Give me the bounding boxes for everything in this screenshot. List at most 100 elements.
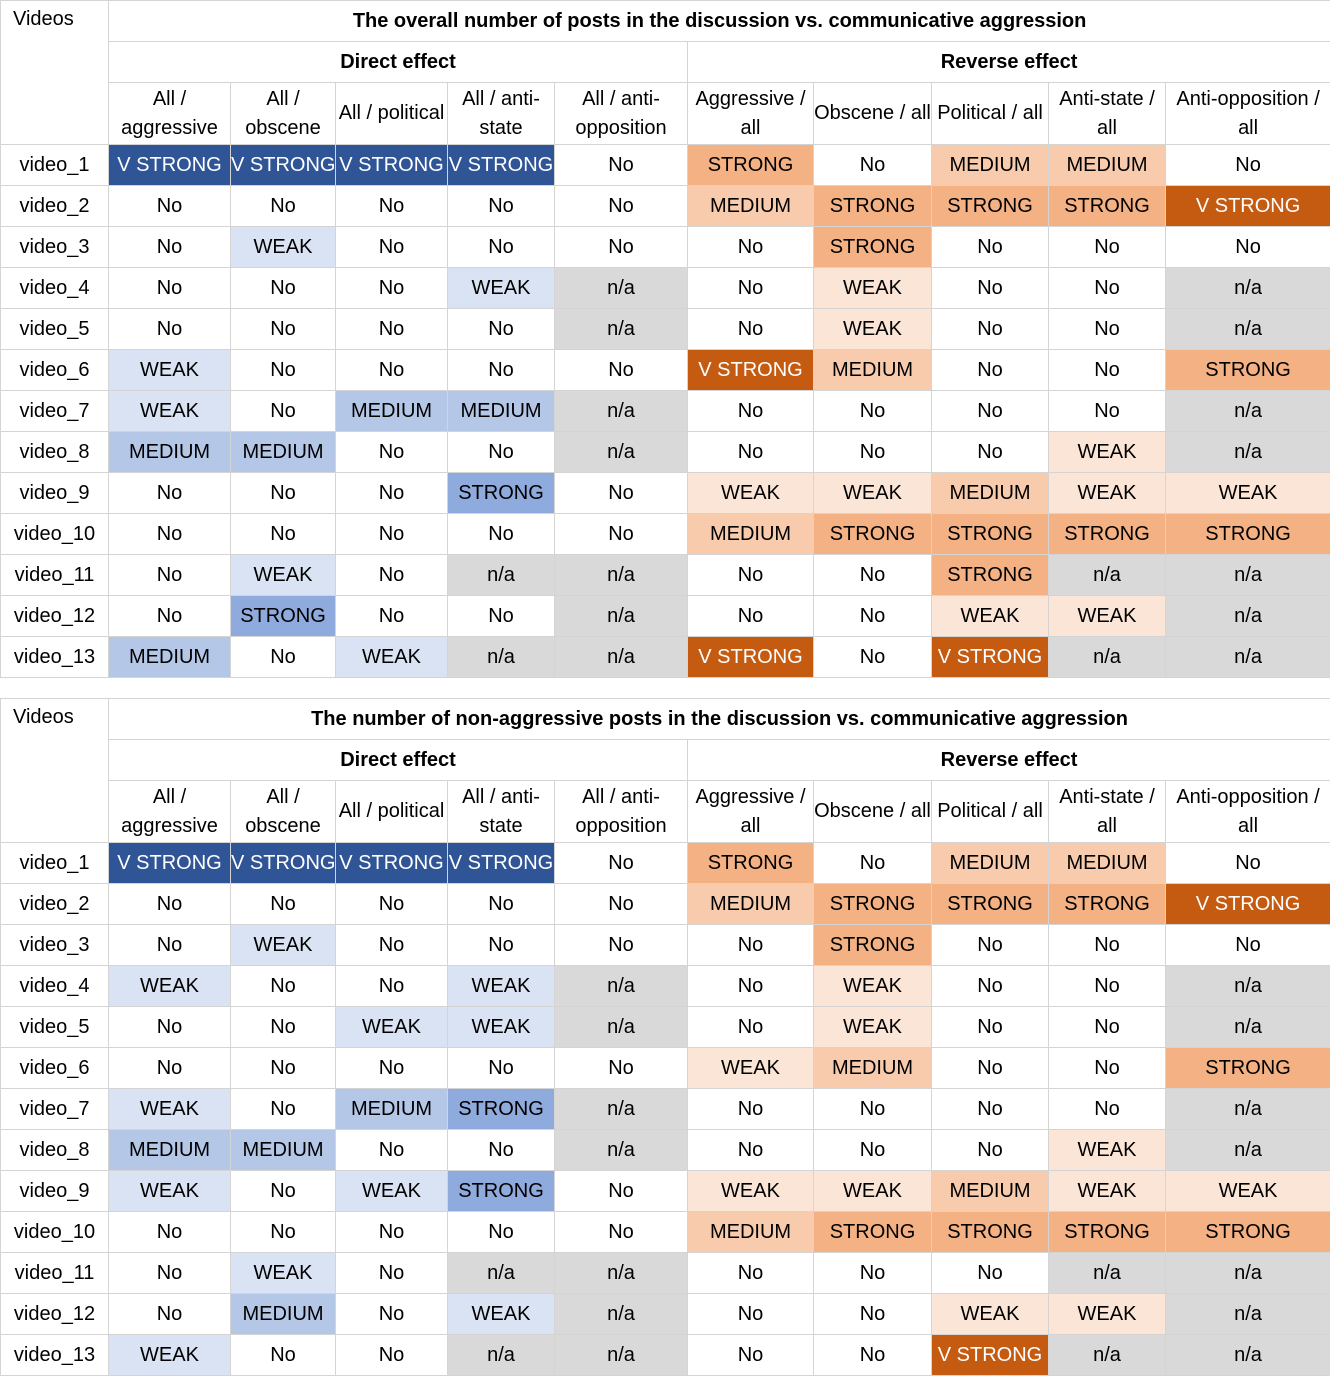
- effect-cell: No: [931, 390, 1049, 432]
- effect-cell: WEAK: [1048, 595, 1166, 637]
- effect-cell: n/a: [554, 1006, 688, 1048]
- effect-cell: STRONG: [447, 1170, 555, 1212]
- effects-table-non-aggressive-posts: Videos The number of non-aggressive posts…: [0, 698, 1330, 1376]
- effect-cell: MEDIUM: [108, 636, 231, 678]
- effect-cell: No: [230, 1006, 336, 1048]
- effect-cell: n/a: [1164, 308, 1330, 350]
- effect-cell: n/a: [1164, 390, 1330, 432]
- effect-cell: V STRONG: [335, 144, 448, 186]
- effect-cell: MEDIUM: [447, 390, 555, 432]
- effect-cell: n/a: [1164, 595, 1330, 637]
- column-header: Anti-state / all: [1048, 82, 1166, 145]
- effect-cell: No: [931, 1088, 1049, 1130]
- effect-cell: n/a: [1164, 1129, 1330, 1171]
- table-row: video_8 MEDIUM MEDIUM No No n/a No No No WEAK n/a: [0, 431, 1330, 473]
- effect-cell: No: [687, 1252, 814, 1294]
- effect-cell: STRONG: [1048, 1211, 1166, 1253]
- effect-cell: WEAK: [813, 472, 932, 514]
- effect-cell: No: [931, 349, 1049, 391]
- video-label: video_7: [0, 1088, 109, 1130]
- effect-cell: V STRONG: [108, 842, 231, 884]
- effect-cell: MEDIUM: [230, 1293, 336, 1335]
- effect-cell: WEAK: [813, 1006, 932, 1048]
- effect-cell: No: [230, 883, 336, 925]
- table-row: video_7 WEAK No MEDIUM STRONG n/a No No No No n/a: [0, 1088, 1330, 1130]
- table-row: video_4 No No No WEAK n/a No WEAK No No n/a: [0, 267, 1330, 309]
- video-label: video_12: [0, 1293, 109, 1335]
- effect-cell: n/a: [1164, 1006, 1330, 1048]
- effect-cell: No: [687, 267, 814, 309]
- video-label: video_7: [0, 390, 109, 432]
- effect-cell: MEDIUM: [813, 349, 932, 391]
- effect-cell: No: [230, 472, 336, 514]
- table-row: video_2 No No No No No MEDIUM STRONG STRONG STRON…: [0, 185, 1330, 227]
- table-row: video_12 No MEDIUM No WEAK n/a No No WEAK WEAK n/a: [0, 1293, 1330, 1335]
- effect-cell: No: [335, 226, 448, 268]
- column-header: Anti-opposition / all: [1164, 780, 1330, 843]
- effect-cell: No: [687, 431, 814, 473]
- effect-cell: n/a: [1164, 431, 1330, 473]
- effect-cell: WEAK: [230, 554, 336, 596]
- effect-cell: No: [230, 308, 336, 350]
- effect-cell: No: [335, 965, 448, 1007]
- table-row: video_10 No No No No No MEDIUM STRONG STRONG STRO…: [0, 1211, 1330, 1253]
- video-label: video_4: [0, 267, 109, 309]
- effect-cell: WEAK: [447, 965, 555, 1007]
- effect-cell: MEDIUM: [813, 1047, 932, 1089]
- column-header: Anti-state / all: [1048, 780, 1166, 843]
- effect-cell: MEDIUM: [1048, 144, 1166, 186]
- effect-cell: STRONG: [931, 1211, 1049, 1253]
- effect-cell: No: [554, 924, 688, 966]
- effect-cell: WEAK: [108, 1088, 231, 1130]
- effect-cell: No: [687, 308, 814, 350]
- table-row: video_13 WEAK No No n/a n/a No No V STRONG n/a n/a: [0, 1334, 1330, 1376]
- effect-cell: n/a: [554, 595, 688, 637]
- effect-cell: No: [230, 1088, 336, 1130]
- column-header: Obscene / all: [813, 780, 932, 843]
- effect-cell: No: [687, 924, 814, 966]
- effect-cell: No: [447, 924, 555, 966]
- effect-cell: No: [813, 1129, 932, 1171]
- effect-cell: WEAK: [813, 1170, 932, 1212]
- effect-cell: WEAK: [447, 267, 555, 309]
- table-row: video_6 WEAK No No No No V STRONG MEDIUM No No STR…: [0, 349, 1330, 391]
- effect-cell: STRONG: [1164, 1047, 1330, 1089]
- effect-cell: WEAK: [335, 1170, 448, 1212]
- effect-cell: MEDIUM: [335, 390, 448, 432]
- effect-cell: No: [335, 595, 448, 637]
- column-header: All / anti-opposition: [554, 82, 688, 145]
- effect-cell: No: [813, 595, 932, 637]
- effect-cell: n/a: [1164, 1293, 1330, 1335]
- effect-cell: STRONG: [813, 883, 932, 925]
- effect-cell: WEAK: [1164, 1170, 1330, 1212]
- effect-cell: No: [108, 513, 231, 555]
- effect-cell: MEDIUM: [687, 1211, 814, 1253]
- effect-cell: MEDIUM: [335, 1088, 448, 1130]
- effect-cell: WEAK: [447, 1006, 555, 1048]
- table-row: video_7 WEAK No MEDIUM MEDIUM n/a No No No No n/a: [0, 390, 1330, 432]
- effect-cell: STRONG: [813, 1211, 932, 1253]
- effect-cell: No: [813, 554, 932, 596]
- effect-cell: No: [687, 1129, 814, 1171]
- video-label: video_10: [0, 513, 109, 555]
- effect-cell: n/a: [554, 1293, 688, 1335]
- video-label: video_2: [0, 185, 109, 227]
- table-row: video_5 No No WEAK WEAK n/a No WEAK No No n/a: [0, 1006, 1330, 1048]
- effect-cell: WEAK: [108, 1334, 231, 1376]
- video-label: video_1: [0, 144, 109, 186]
- effect-cell: No: [230, 1047, 336, 1089]
- effect-cell: No: [230, 267, 336, 309]
- video-label: video_13: [0, 1334, 109, 1376]
- direct-effect-header: Direct effect: [108, 41, 688, 83]
- effect-cell: WEAK: [931, 1293, 1049, 1335]
- video-label: video_3: [0, 924, 109, 966]
- effect-cell: STRONG: [230, 595, 336, 637]
- effect-cell: MEDIUM: [931, 472, 1049, 514]
- effect-cell: V STRONG: [687, 636, 814, 678]
- column-header: All / aggressive: [108, 780, 231, 843]
- effect-cell: No: [108, 267, 231, 309]
- table-row: video_4 WEAK No No WEAK n/a No WEAK No No n/a: [0, 965, 1330, 1007]
- effect-cell: No: [554, 842, 688, 884]
- effect-cell: No: [230, 349, 336, 391]
- effect-cell: No: [931, 308, 1049, 350]
